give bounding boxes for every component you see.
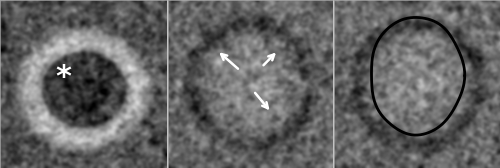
Text: *: * (56, 63, 72, 92)
